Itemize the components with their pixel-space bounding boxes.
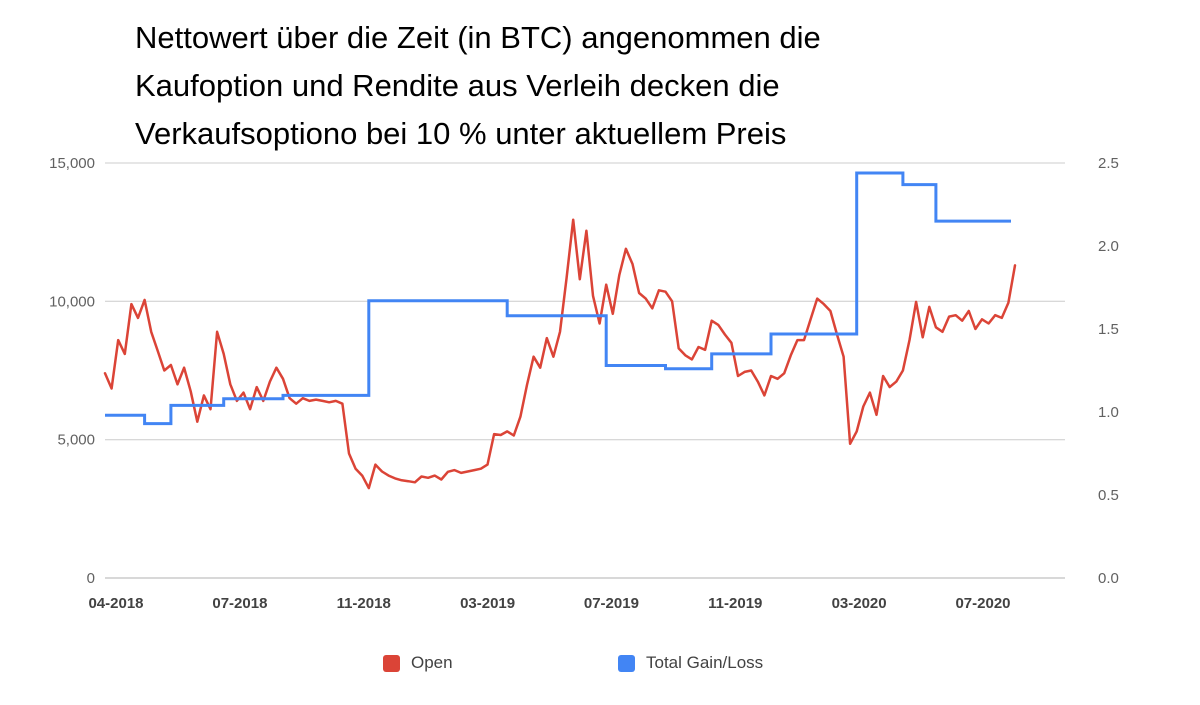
chart-title: Nettowert über die Zeit (in BTC) angenom… [135,20,821,151]
x-axis-tick-label: 11-2019 [708,595,762,612]
x-axis-tick-label: 03-2020 [832,595,887,612]
left-axis-tick-label: 5,000 [57,432,95,449]
total-gain-loss-series-swatch [618,654,635,672]
right-axis-tick-label: 2.0 [1098,238,1119,255]
x-axis-tick-label: 07-2020 [955,595,1010,612]
open-series-line [103,218,1017,490]
right-axis-tick-label: 2.5 [1098,155,1119,172]
legend-item-total-gain-loss[interactable]: Total Gain/Loss [618,653,763,673]
legend-open-label: Open [411,653,453,672]
right-axis-tick-label: 0.0 [1098,570,1119,587]
right-axis-tick-label: 0.5 [1098,487,1119,504]
open-series-swatch [383,654,400,672]
right-axis-tick-label: 1.0 [1098,404,1119,421]
x-axis-tick-label: 07-2019 [584,595,639,612]
x-axis-tick-label: 03-2019 [460,595,515,612]
legend-item-open[interactable]: Open [383,653,453,673]
left-axis-tick-label: 0 [87,570,95,587]
left-axis-tick-label: 15,000 [49,155,95,172]
right-axis-tick-label: 1.5 [1098,321,1119,338]
x-axis-tick-label: 11-2018 [337,595,391,612]
x-axis-tick-label: 04-2018 [88,595,143,612]
x-axis-tick-label: 07-2018 [212,595,267,612]
left-axis-tick-label: 10,000 [49,293,95,310]
total-gain-loss-series-line [105,171,1011,426]
legend-total-gain-loss-label: Total Gain/Loss [646,653,764,672]
